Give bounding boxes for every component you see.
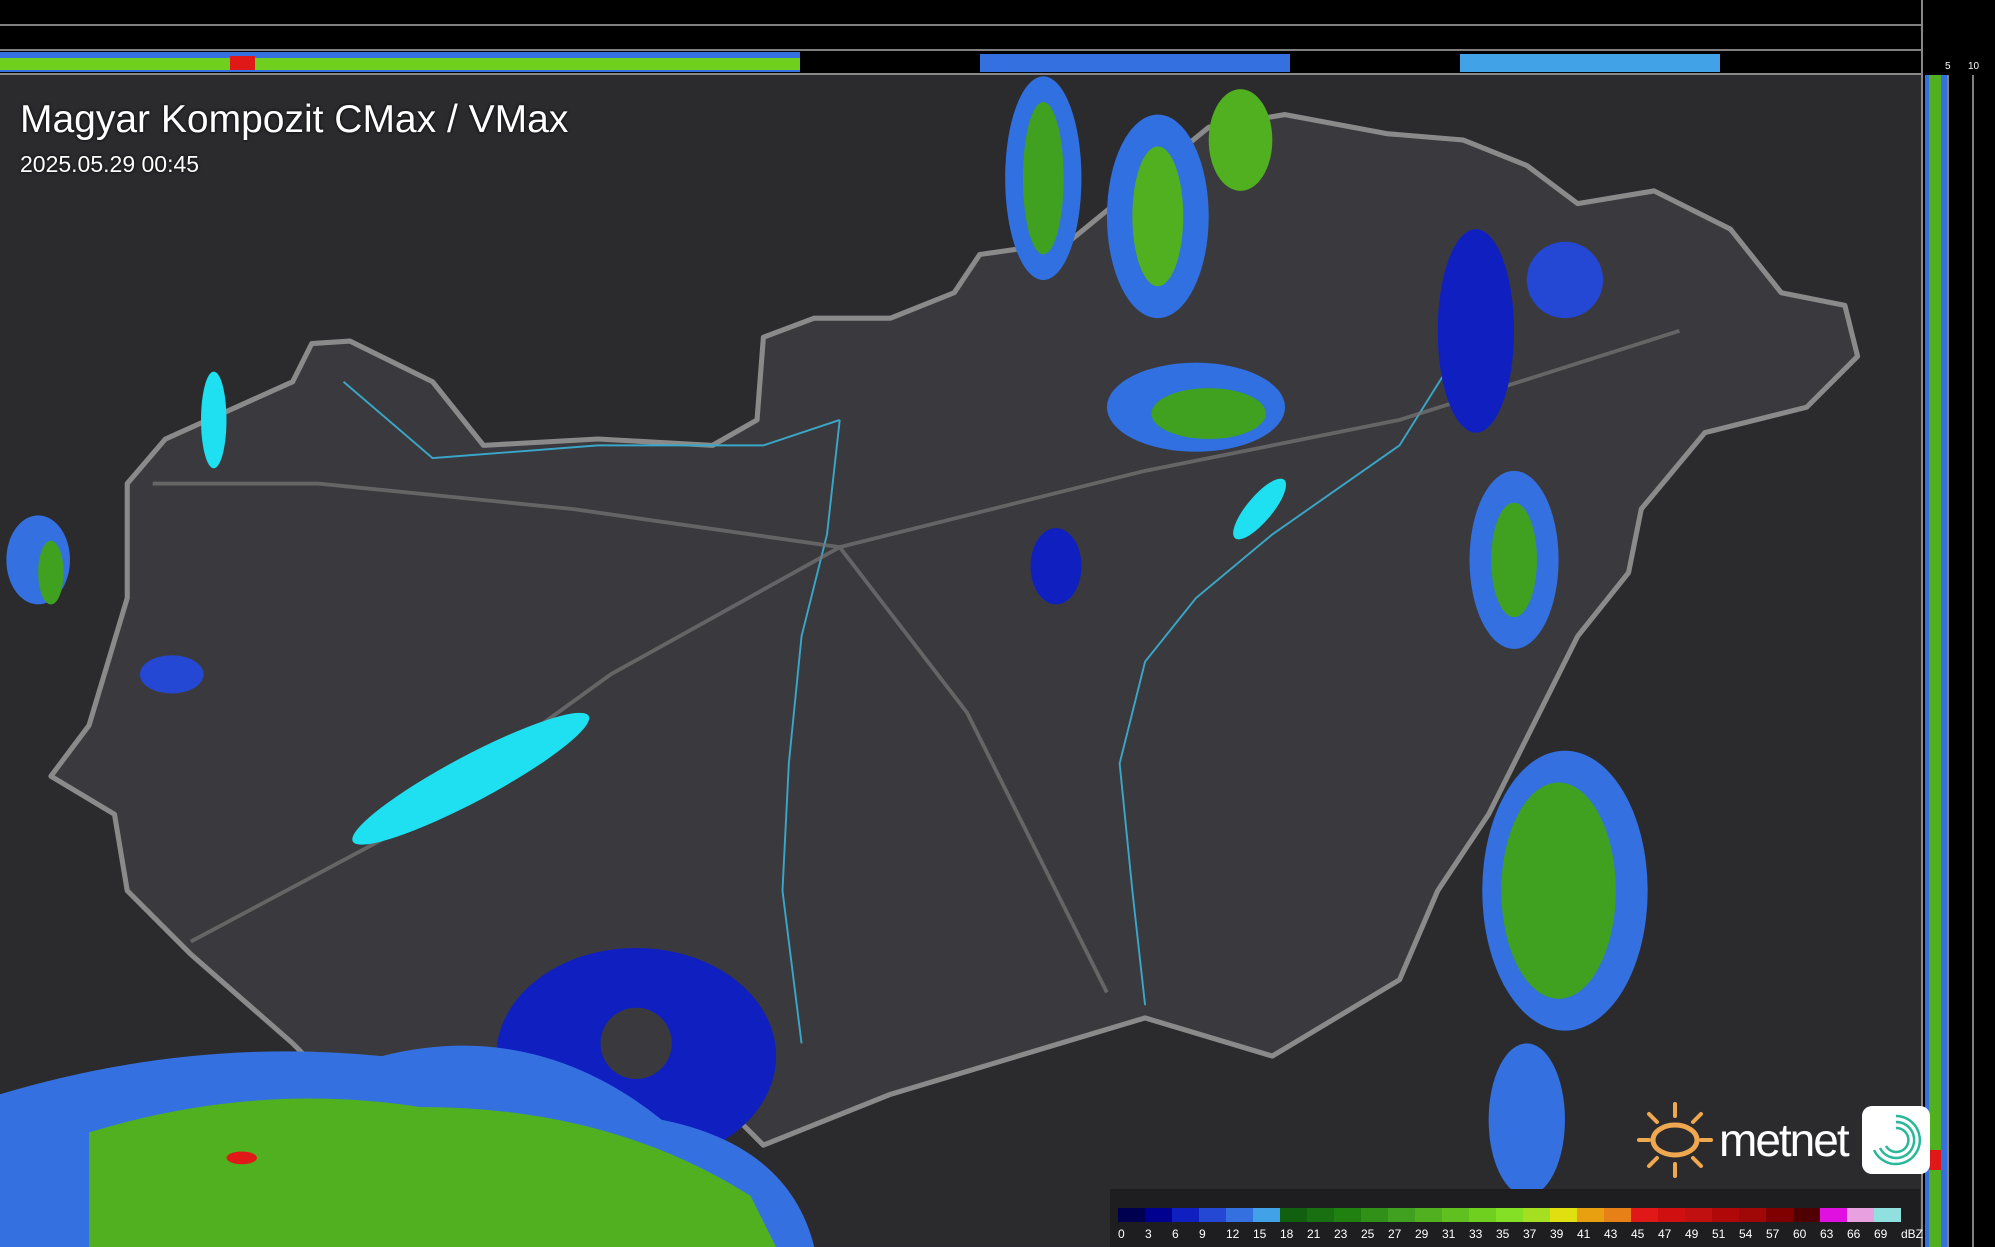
map-timestamp: 2025.05.29 00:45 bbox=[20, 151, 200, 177]
legend-swatch bbox=[1658, 1208, 1685, 1222]
legend-label: 15 bbox=[1253, 1227, 1267, 1241]
legend-label: 54 bbox=[1739, 1227, 1753, 1241]
legend-swatch bbox=[1145, 1208, 1172, 1222]
legend-label: 63 bbox=[1820, 1227, 1834, 1241]
legend-swatch bbox=[1334, 1208, 1361, 1222]
radar-echoes bbox=[0, 76, 1648, 1247]
legend-swatch bbox=[1442, 1208, 1469, 1222]
legend-swatch bbox=[1307, 1208, 1334, 1222]
legend-label: 57 bbox=[1766, 1227, 1780, 1241]
legend-swatch bbox=[1577, 1208, 1604, 1222]
rivers bbox=[342, 343, 1464, 1044]
legend-swatch bbox=[1793, 1208, 1820, 1222]
legend-swatch bbox=[1172, 1208, 1199, 1222]
logo-text: metnet bbox=[1719, 1114, 1850, 1166]
legend-swatch bbox=[1388, 1208, 1415, 1222]
legend-label: 35 bbox=[1496, 1227, 1510, 1241]
legend-label: 18 bbox=[1280, 1227, 1294, 1241]
right-profile-strip: 5 10 bbox=[1921, 0, 1995, 1247]
legend-label: 9 bbox=[1199, 1227, 1206, 1241]
legend-swatch bbox=[1226, 1208, 1253, 1222]
legend-swatch bbox=[1847, 1208, 1874, 1222]
legend-swatch bbox=[1361, 1208, 1388, 1222]
legend-swatch bbox=[1280, 1208, 1307, 1222]
legend-label: 45 bbox=[1631, 1227, 1645, 1241]
legend-label: 21 bbox=[1307, 1227, 1321, 1241]
legend-swatch bbox=[1415, 1208, 1442, 1222]
legend-label: 25 bbox=[1361, 1227, 1375, 1241]
legend-label: 39 bbox=[1550, 1227, 1564, 1241]
legend-label: 6 bbox=[1172, 1227, 1179, 1241]
legend-label: 0 bbox=[1118, 1227, 1125, 1241]
legend-swatch bbox=[1631, 1208, 1658, 1222]
metnet-sun-logo-icon bbox=[1637, 1102, 1713, 1178]
legend-unit: dBZ bbox=[1901, 1227, 1924, 1241]
dbz-legend: 0 3 6 9 12 15 18 21 23 25 27 29 31 33 35 37 39 41 43 45 47 49… bbox=[1110, 1189, 1923, 1247]
legend-label: 51 bbox=[1712, 1227, 1726, 1241]
right-scale-label: 5 bbox=[1945, 61, 1951, 72]
legend-label: 12 bbox=[1226, 1227, 1240, 1241]
top-profile-strip: 10 5 bbox=[0, 0, 1936, 75]
legend-label: 23 bbox=[1334, 1227, 1348, 1241]
right-scale-label: 10 bbox=[1968, 61, 1980, 72]
legend-swatch bbox=[1496, 1208, 1523, 1222]
legend-label: 49 bbox=[1685, 1227, 1699, 1241]
legend-label: 37 bbox=[1523, 1227, 1537, 1241]
legend-label: 33 bbox=[1469, 1227, 1483, 1241]
legend-swatch bbox=[1469, 1208, 1496, 1222]
legend-label: 66 bbox=[1847, 1227, 1861, 1241]
legend-label: 60 bbox=[1793, 1227, 1807, 1241]
legend-swatch bbox=[1766, 1208, 1793, 1222]
legend-swatch bbox=[1820, 1208, 1847, 1222]
lake-tisza bbox=[1233, 478, 1286, 540]
legend-swatch bbox=[1604, 1208, 1631, 1222]
legend-swatch bbox=[1199, 1208, 1226, 1222]
top-profile-chart bbox=[0, 24, 1921, 72]
legend-swatch bbox=[1685, 1208, 1712, 1222]
legend-label: 29 bbox=[1415, 1227, 1429, 1241]
legend-swatch bbox=[1739, 1208, 1766, 1222]
legend-swatch bbox=[1523, 1208, 1550, 1222]
lake-balaton bbox=[352, 712, 590, 845]
legend-labels: 0 3 6 9 12 15 18 21 23 25 27 29 31 33 35 37 39 41 43 45 47 49… bbox=[1118, 1227, 1928, 1241]
swirl-logo-icon bbox=[1861, 1106, 1930, 1174]
legend-label: 41 bbox=[1577, 1227, 1591, 1241]
legend-swatches bbox=[1118, 1208, 1901, 1222]
legend-label: 27 bbox=[1388, 1227, 1402, 1241]
legend-swatch bbox=[1874, 1208, 1901, 1222]
legend-label: 43 bbox=[1604, 1227, 1618, 1241]
legend-swatch bbox=[1550, 1208, 1577, 1222]
right-profile-chart bbox=[1925, 75, 1974, 1247]
legend-label: 69 bbox=[1874, 1227, 1888, 1241]
legend-swatch bbox=[1253, 1208, 1280, 1222]
legend-swatch bbox=[1118, 1208, 1145, 1222]
legend-label: 31 bbox=[1442, 1227, 1456, 1241]
map-title: Magyar Kompozit CMax / VMax bbox=[20, 98, 569, 141]
metnet-logo: metnet bbox=[1635, 1100, 1930, 1180]
legend-label: 3 bbox=[1145, 1227, 1152, 1241]
legend-swatch bbox=[1712, 1208, 1739, 1222]
legend-label: 47 bbox=[1658, 1227, 1672, 1241]
lake-neusiedl bbox=[201, 371, 227, 469]
